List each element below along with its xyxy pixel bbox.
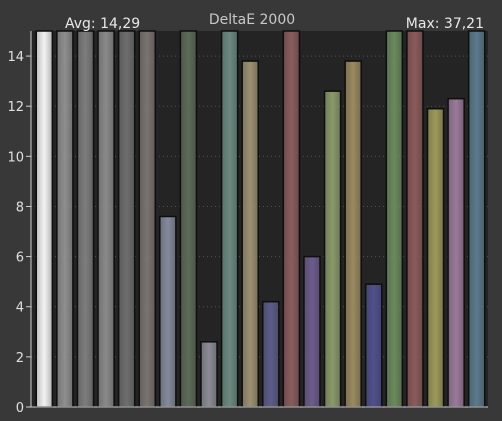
- y-tick-label: 12: [7, 100, 24, 115]
- bar-22: [467, 30, 486, 408]
- bar-21: [447, 97, 465, 408]
- bar-8: [179, 30, 198, 408]
- y-tick-label: 4: [16, 301, 24, 316]
- bar-7: [159, 215, 177, 408]
- bar-5: [117, 30, 136, 408]
- bar-2: [56, 30, 74, 408]
- y-tick-label: 2: [16, 351, 24, 366]
- bar-14: [303, 255, 321, 408]
- bar-1: [35, 30, 54, 408]
- y-tick-label: 6: [16, 251, 24, 266]
- bar-11: [241, 60, 259, 408]
- chart-title: DeltaE 2000: [209, 12, 295, 28]
- bar-20: [426, 107, 445, 408]
- y-tick-label: 8: [16, 200, 24, 215]
- bar-6: [138, 30, 157, 408]
- bar-3: [76, 30, 95, 408]
- bar-19: [406, 30, 424, 408]
- bar-9: [200, 341, 218, 408]
- y-tick-label: 0: [16, 401, 24, 416]
- bar-16: [344, 60, 362, 408]
- y-tick-label: 14: [7, 50, 24, 65]
- y-axis: 0 2 4 6 8 10 12 14: [7, 31, 488, 416]
- bar-12: [262, 300, 280, 408]
- bar-15: [323, 90, 342, 408]
- max-label: Max: 37,21: [406, 16, 484, 32]
- bar-10: [220, 30, 239, 408]
- avg-label: Avg: 14,29: [65, 16, 140, 32]
- bar-18: [385, 30, 404, 408]
- y-tick-label: 10: [7, 150, 24, 165]
- bar-13: [282, 30, 301, 408]
- bar-4: [97, 30, 115, 408]
- bar-17: [364, 283, 383, 408]
